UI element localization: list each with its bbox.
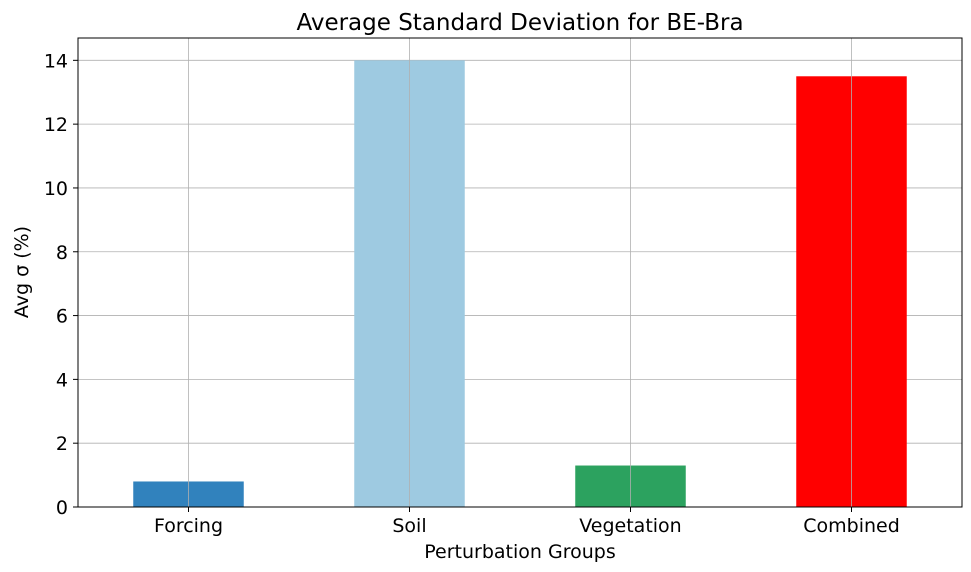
x-tick-label: Forcing <box>154 515 223 537</box>
y-tick-label: 10 <box>44 178 68 200</box>
grid-lines <box>78 59 962 508</box>
y-tick-label: 2 <box>56 433 68 455</box>
y-tick-label: 0 <box>56 497 68 519</box>
y-axis-title: Avg σ (%) <box>11 226 33 318</box>
x-tick-label: Combined <box>803 515 900 537</box>
y-tick-label: 6 <box>56 306 68 328</box>
y-axis-ticks: 0 2 4 6 8 10 12 14 <box>44 50 78 519</box>
plot-frame <box>77 37 963 508</box>
y-tick-label: 12 <box>44 114 68 136</box>
x-axis-title: Perturbation Groups <box>424 541 615 563</box>
chart-title: Average Standard Deviation for BE-Bra <box>296 10 743 36</box>
y-tick-label: 8 <box>56 242 68 264</box>
x-axis-ticks: Forcing Soil Vegetation Combined <box>154 507 900 537</box>
vertical-grid-lines <box>188 38 852 507</box>
x-tick-label: Vegetation <box>579 515 681 537</box>
bars <box>133 60 907 508</box>
y-tick-label: 14 <box>44 50 68 72</box>
y-tick-label: 4 <box>56 369 68 391</box>
x-tick-label: Soil <box>392 515 426 537</box>
